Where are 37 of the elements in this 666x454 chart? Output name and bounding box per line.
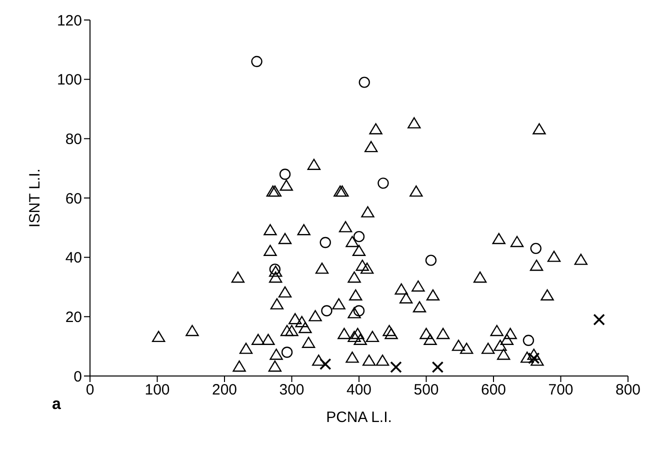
point bbox=[251, 56, 262, 68]
x-tick-label: 0 bbox=[86, 382, 94, 399]
y-tick-label: 60 bbox=[65, 190, 82, 208]
text: a bbox=[52, 396, 61, 414]
x-axis-title: PCNA L.I. bbox=[326, 409, 392, 426]
x-tick-label: 600 bbox=[480, 382, 506, 399]
x-tick-label: 500 bbox=[414, 382, 439, 399]
x-tick-label: 700 bbox=[548, 382, 574, 399]
y-tick-label: 120 bbox=[56, 12, 82, 30]
y-tick-label: 20 bbox=[65, 308, 82, 326]
x-tick-label: 400 bbox=[346, 382, 372, 399]
point bbox=[530, 242, 542, 254]
y-tick-label: 0 bbox=[74, 368, 82, 386]
y-tick-label: 100 bbox=[56, 72, 82, 89]
x-tick-label: 100 bbox=[144, 382, 170, 399]
point bbox=[281, 346, 293, 358]
y-tick-label: 40 bbox=[65, 250, 82, 267]
point bbox=[528, 352, 540, 364]
point bbox=[358, 76, 370, 88]
point bbox=[593, 314, 605, 326]
point bbox=[279, 168, 291, 180]
point bbox=[319, 358, 332, 370]
point bbox=[353, 230, 365, 242]
x-tick-label: 200 bbox=[212, 382, 238, 399]
point bbox=[321, 305, 332, 316]
point bbox=[378, 178, 389, 189]
x-tick-label: 800 bbox=[615, 382, 641, 399]
y-tick-label: 80 bbox=[65, 130, 82, 148]
point bbox=[432, 361, 444, 373]
point bbox=[390, 361, 402, 373]
point bbox=[269, 264, 281, 275]
y-axis-title: ISNT L.I. bbox=[26, 168, 44, 228]
x-tick-label: 300 bbox=[279, 382, 304, 399]
point bbox=[320, 236, 331, 248]
point bbox=[522, 334, 534, 346]
point bbox=[353, 305, 365, 316]
point bbox=[425, 254, 437, 266]
